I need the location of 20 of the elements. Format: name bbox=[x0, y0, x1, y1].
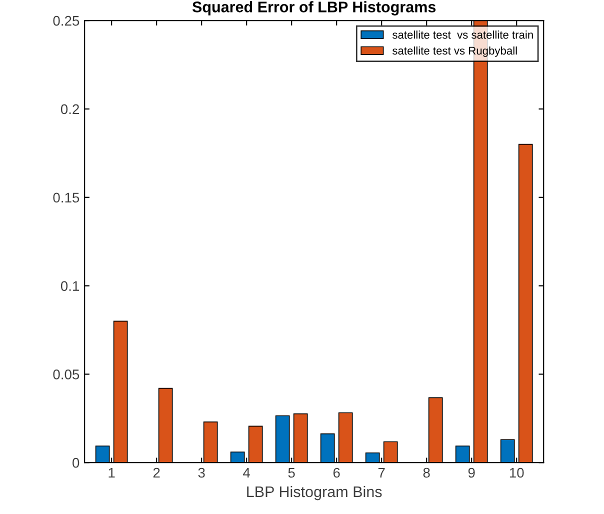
x-tick-label: 4 bbox=[243, 468, 250, 478]
x-tick-label: 10 bbox=[510, 468, 524, 478]
x-axis-title: LBP Histogram Bins bbox=[247, 486, 382, 500]
x-tick-label: 2 bbox=[153, 468, 160, 478]
legend-label: satellite test vs Rugbyball bbox=[392, 46, 517, 57]
y-tick-label: 0.1 bbox=[60, 281, 80, 291]
y-tick-label: 0 bbox=[72, 458, 80, 468]
x-tick-label: 1 bbox=[108, 468, 115, 478]
chart-title: Squared Error of LBP Histograms bbox=[192, 1, 436, 16]
x-tick-label: 6 bbox=[333, 468, 340, 478]
x-tick-label: 5 bbox=[288, 468, 295, 478]
y-tick-label: 0.25 bbox=[53, 16, 80, 26]
x-tick-label: 3 bbox=[198, 468, 205, 478]
x-tick-label: 7 bbox=[378, 468, 385, 478]
y-tick-label: 0.15 bbox=[53, 192, 80, 203]
x-tick-label: 9 bbox=[468, 468, 475, 478]
y-tick-label: 0.2 bbox=[60, 104, 80, 114]
legend-label: satellite test vs satellite train bbox=[392, 30, 533, 39]
x-tick-label: 8 bbox=[423, 468, 430, 478]
y-tick-label: 0.05 bbox=[53, 370, 80, 380]
